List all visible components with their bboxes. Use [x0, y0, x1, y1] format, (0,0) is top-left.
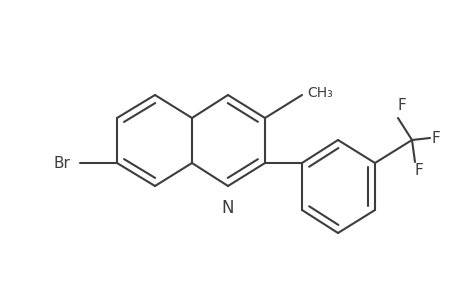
Text: F: F: [414, 163, 423, 178]
Text: F: F: [397, 98, 406, 113]
Text: CH₃: CH₃: [306, 86, 332, 100]
Text: F: F: [431, 130, 440, 146]
Text: Br: Br: [53, 155, 70, 170]
Text: N: N: [221, 199, 234, 217]
